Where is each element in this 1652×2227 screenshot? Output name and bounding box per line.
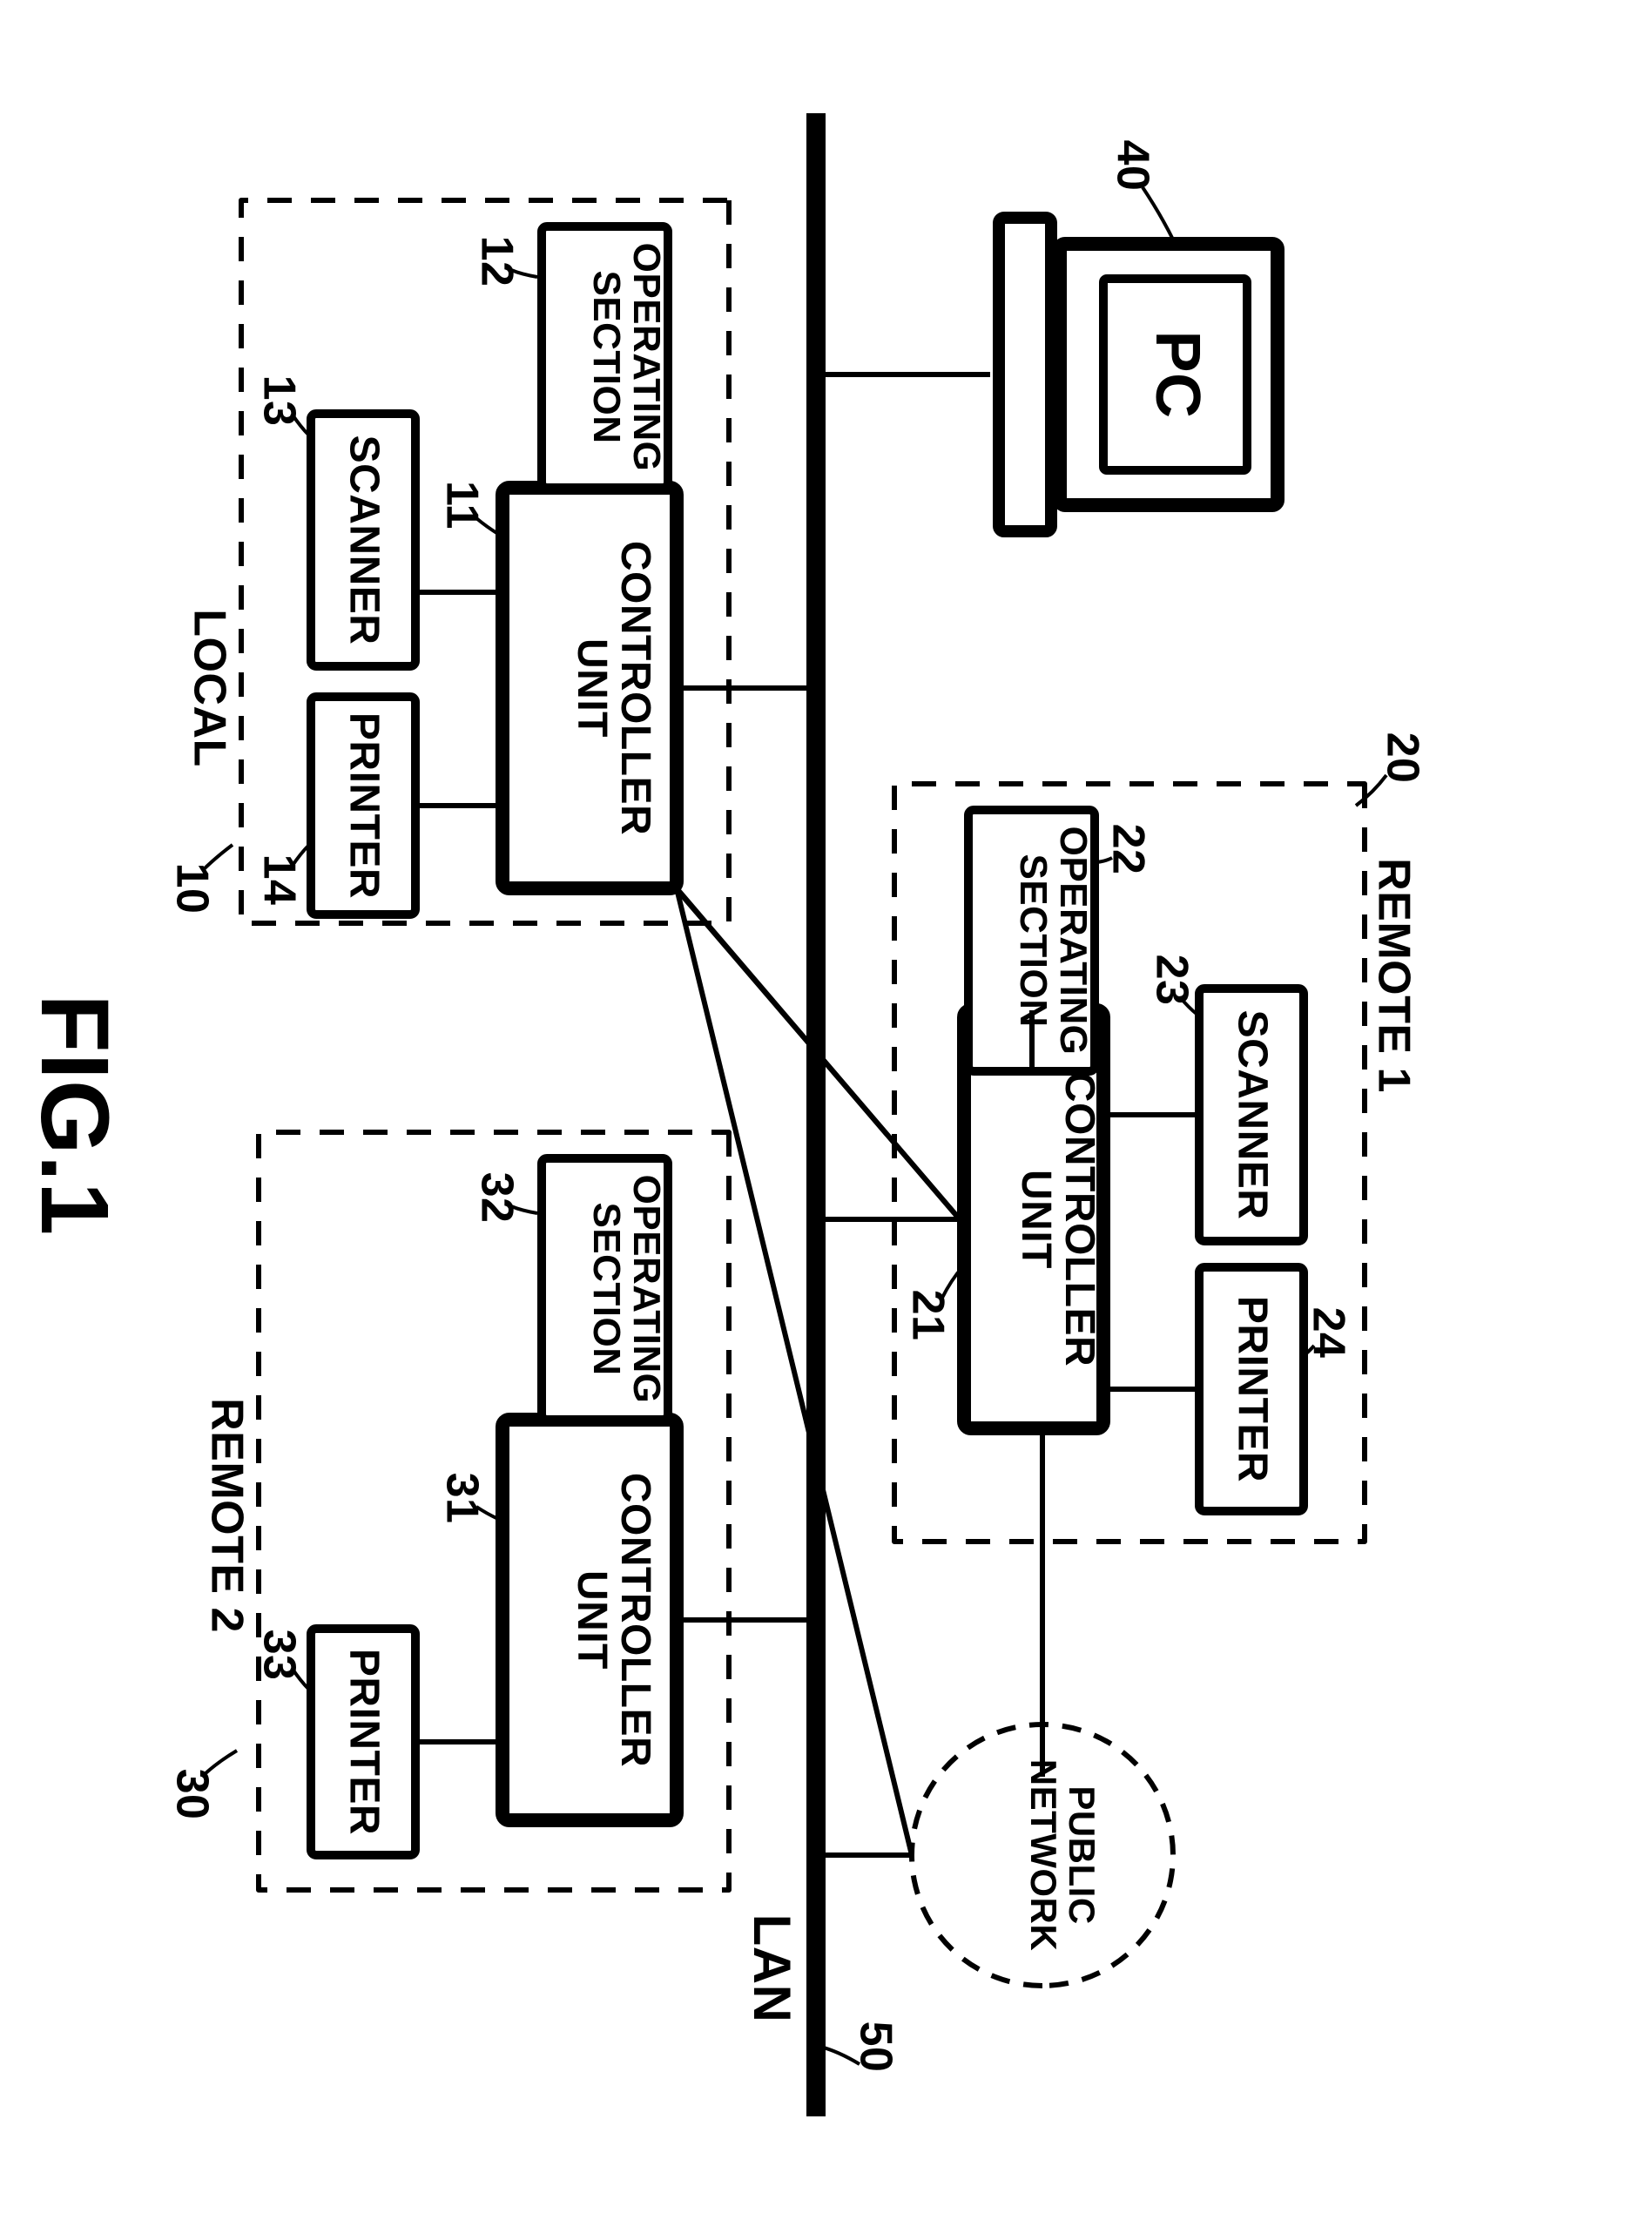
remote2-operating-ref: 32	[471, 1172, 522, 1224]
remote1-scanner-label: SCANNER	[1229, 1010, 1275, 1220]
remote2-operating-l: OPERATINGSECTION	[585, 1175, 668, 1404]
public-network: PUBLICNETWORK	[816, 1724, 1173, 1986]
local-group-label: LOCAL	[184, 609, 234, 767]
pc-ref-leader	[1143, 187, 1173, 240]
remote1-controller-ref: 21	[902, 1290, 953, 1341]
remote2-group-leader	[202, 1751, 237, 1777]
pc: PC	[816, 218, 1278, 531]
remote1-printer-label: PRINTER	[1229, 1296, 1275, 1482]
remote1-operating-l: OPERATINGSECTION	[1012, 827, 1095, 1056]
local-group-ref: 10	[166, 863, 217, 914]
pc-ref: 40	[1107, 140, 1157, 192]
lan-label: LAN	[743, 1914, 801, 2023]
local-printer-label: PRINTER	[341, 712, 387, 899]
public-network-label: PUBLICNETWORK	[1023, 1759, 1102, 1951]
remote1-group-leader	[1356, 775, 1386, 806]
remote2-group-label: REMOTE 2	[201, 1398, 252, 1633]
remote1-group-label: REMOTE 1	[1368, 858, 1419, 1093]
remote2-group-ref: 30	[166, 1769, 217, 1820]
remote2-printer-label: PRINTER	[341, 1649, 387, 1835]
remote1-operating-ref: 22	[1102, 824, 1153, 875]
diagonal-2	[677, 888, 912, 1855]
remote1-group: CONTROLLERUNIT SCANNER PRINTER OPERATING…	[816, 784, 1365, 1777]
pc-label: PC	[1143, 330, 1212, 418]
local-group: CONTROLLERUNIT OPERATINGSECTION SCANNER …	[241, 200, 816, 923]
local-scanner-label: SCANNER	[341, 435, 387, 645]
remote2-group: CONTROLLERUNIT OPERATINGSECTION PRINTER	[259, 1132, 816, 1890]
local-operating-l: OPERATINGSECTION	[585, 243, 668, 472]
remote2-controller-ref: 31	[436, 1473, 487, 1524]
remote1-scanner-ref: 23	[1146, 955, 1197, 1006]
figure-label: FIG.1	[21, 994, 128, 1236]
local-operating-ref: 12	[471, 236, 522, 287]
